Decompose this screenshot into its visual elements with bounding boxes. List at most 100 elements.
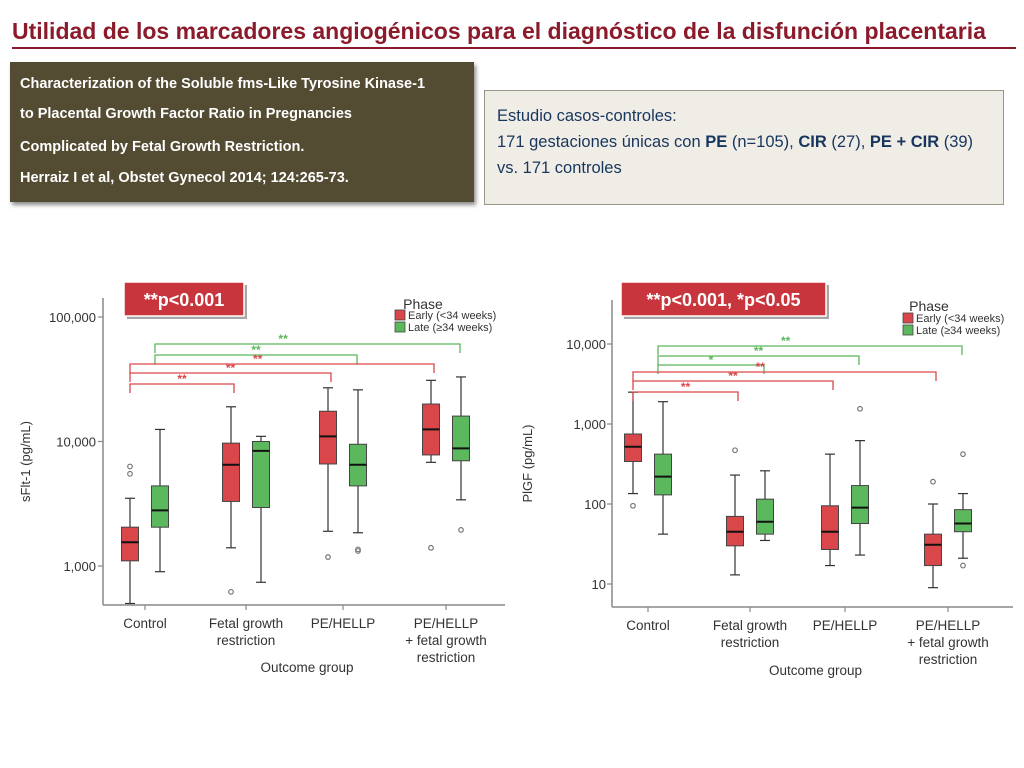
legend-swatch-late bbox=[902, 324, 914, 336]
outlier-point bbox=[127, 463, 133, 470]
outlier-point bbox=[732, 447, 738, 454]
bracket-line bbox=[632, 391, 739, 401]
box-iqr bbox=[821, 505, 839, 550]
bracket-line bbox=[154, 343, 461, 353]
bracket-label: ** bbox=[754, 344, 764, 358]
badge-background bbox=[620, 281, 827, 317]
x-tick-label: Control bbox=[626, 618, 670, 633]
box-iqr bbox=[954, 509, 972, 533]
bracket-label: ** bbox=[251, 343, 261, 357]
legend-swatch-early bbox=[902, 312, 914, 324]
outlier-point bbox=[325, 554, 331, 560]
box-iqr bbox=[151, 485, 169, 528]
bracket-label: ** bbox=[756, 360, 766, 374]
pe-label: PE bbox=[705, 133, 728, 151]
box-early bbox=[222, 406, 240, 595]
box-iqr bbox=[654, 453, 672, 496]
box-early bbox=[121, 463, 139, 605]
box-late bbox=[151, 428, 169, 573]
y-tick-label: 10,000 bbox=[56, 435, 96, 450]
study-heading: Estudio casos-controles: bbox=[497, 107, 677, 125]
bracket-line bbox=[632, 380, 834, 390]
bracket-line bbox=[657, 355, 860, 365]
box-late bbox=[654, 401, 672, 535]
box-iqr bbox=[851, 485, 869, 525]
significance-badge: **p<0.001, *p<0.05 bbox=[620, 281, 829, 319]
box-late bbox=[349, 389, 367, 554]
significance-badge: **p<0.001 bbox=[123, 281, 247, 319]
box-early bbox=[821, 453, 839, 567]
legend-title: Phase bbox=[403, 296, 443, 312]
x-tick-label: Fetal growth bbox=[713, 618, 787, 633]
significance-bracket: * bbox=[657, 353, 765, 374]
x-tick-label: + fetal growth bbox=[405, 633, 486, 648]
badge-text: **p<0.001 bbox=[144, 290, 225, 310]
box-iqr bbox=[756, 498, 774, 535]
outlier-point bbox=[960, 451, 966, 458]
cir-label: CIR bbox=[798, 133, 827, 151]
box-iqr bbox=[452, 415, 470, 462]
box-iqr bbox=[252, 441, 270, 509]
significance-bracket: ** bbox=[657, 334, 963, 355]
box-early bbox=[422, 379, 440, 551]
reference-line: Complicated by Fetal Growth Restriction. bbox=[20, 139, 305, 155]
box-early bbox=[624, 391, 642, 509]
study-text: (39) bbox=[939, 133, 974, 151]
box-iqr bbox=[319, 410, 337, 465]
outlier-point bbox=[630, 502, 636, 509]
significance-bracket: ** bbox=[632, 380, 739, 401]
outlier-point bbox=[355, 546, 361, 553]
bracket-line bbox=[129, 363, 435, 373]
x-tick-label: PE/HELLP bbox=[813, 618, 878, 633]
x-tick-label: restriction bbox=[217, 633, 276, 648]
outlier-point bbox=[960, 562, 966, 569]
study-controls: vs. 171 controles bbox=[497, 159, 622, 177]
legend-label-early: Early (<34 weeks) bbox=[916, 313, 1004, 325]
bracket-label: ** bbox=[226, 361, 236, 375]
x-tick-label: PE/HELLP bbox=[311, 616, 376, 631]
pe-cir-label: PE + CIR bbox=[869, 133, 940, 151]
bracket-line bbox=[154, 354, 358, 364]
y-tick-label: 100 bbox=[584, 497, 606, 512]
box-late bbox=[851, 405, 869, 556]
significance-bracket: ** bbox=[129, 372, 235, 393]
box-early bbox=[319, 387, 337, 560]
x-axis-label: Outcome group bbox=[769, 663, 862, 678]
x-axis-label: Outcome group bbox=[260, 660, 353, 675]
x-tick-label: PE/HELLP bbox=[414, 616, 479, 631]
significance-bracket: ** bbox=[154, 332, 461, 353]
outlier-point bbox=[458, 526, 464, 533]
bracket-line bbox=[632, 371, 937, 381]
box-iqr bbox=[121, 526, 139, 562]
significance-bracket: ** bbox=[657, 344, 860, 365]
box-late bbox=[954, 451, 972, 569]
box-early bbox=[924, 478, 942, 589]
box-late bbox=[252, 435, 270, 583]
bracket-line bbox=[129, 383, 235, 393]
badge-background bbox=[123, 281, 245, 317]
bracket-label: ** bbox=[781, 334, 791, 348]
legend-swatch-early bbox=[394, 309, 406, 321]
significance-bracket: ** bbox=[154, 343, 358, 364]
reference-citation: Herraiz I et al, Obstet Gynecol 2014; 12… bbox=[20, 170, 349, 186]
y-tick-label: 1,000 bbox=[63, 559, 96, 574]
study-text: (27), bbox=[826, 133, 870, 151]
x-tick-label: restriction bbox=[417, 650, 476, 665]
bracket-line bbox=[129, 372, 332, 382]
box-iqr bbox=[924, 533, 942, 567]
outlier-point bbox=[857, 405, 863, 412]
outlier-point bbox=[228, 588, 234, 595]
legend-label-late: Late (≥34 weeks) bbox=[916, 325, 1000, 337]
legend-label-late: Late (≥34 weeks) bbox=[408, 322, 492, 334]
x-tick-label: Fetal growth bbox=[209, 616, 283, 631]
significance-bracket: ** bbox=[632, 360, 937, 381]
bracket-label: ** bbox=[253, 352, 263, 366]
legend-swatch-late bbox=[394, 321, 406, 333]
study-groups: 171 gestaciones únicas con PE (n=105), C… bbox=[497, 129, 991, 155]
y-axis-label: sFlt-1 (pg/mL) bbox=[18, 421, 33, 502]
x-tick-label: restriction bbox=[919, 652, 978, 667]
box-iqr bbox=[624, 433, 642, 462]
bracket-label: ** bbox=[278, 332, 288, 346]
